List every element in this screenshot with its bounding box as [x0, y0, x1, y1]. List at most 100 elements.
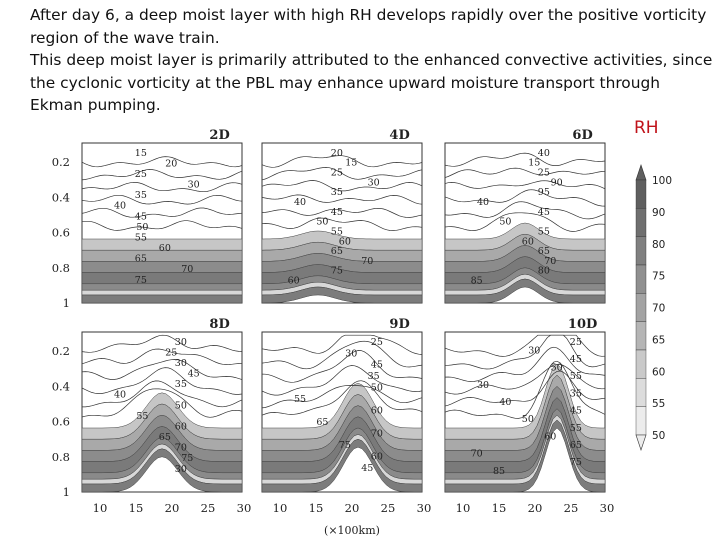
contour-label: 20	[331, 148, 343, 159]
contour-label: 90	[551, 177, 563, 188]
contour-label: 55	[570, 423, 582, 434]
contour-label: 75	[135, 275, 147, 286]
contour-label: 45	[331, 207, 343, 218]
rh-shade-band	[81, 272, 243, 285]
rh-contour-line	[444, 180, 606, 190]
colorbar-label: 50	[652, 430, 665, 442]
contour-label: 70	[544, 256, 556, 267]
y-tick-label: 0.4	[52, 379, 70, 393]
contour-label: 25	[538, 168, 550, 179]
panel-title: 6D	[572, 128, 592, 143]
slide-text: After day 6, a deep moist layer with hig…	[30, 4, 714, 117]
contour-label: 70	[181, 264, 193, 275]
contour-label: 45	[188, 369, 200, 380]
x-tick-label: 30	[600, 501, 615, 515]
rh-contour-line	[81, 388, 243, 418]
contour-label: 60	[371, 406, 383, 417]
rh-contour-line	[261, 340, 423, 370]
panel-title: 10D	[568, 317, 597, 332]
colorbar-label: 70	[652, 303, 665, 315]
x-tick-label: 15	[309, 501, 324, 515]
contour-label: 60	[159, 243, 171, 254]
contour-label: 55	[135, 233, 147, 244]
contour-label: 55	[136, 411, 148, 422]
rh-contour-line	[261, 207, 423, 218]
contour-label: 30	[175, 337, 187, 348]
contour-label: 75	[181, 453, 193, 464]
y-tick-label: 1	[63, 296, 70, 310]
x-tick-label: 25	[381, 501, 396, 515]
contour-label: 50	[499, 217, 511, 228]
contour-label: 50	[551, 363, 563, 374]
contour-label: 15	[528, 158, 540, 169]
rh-shade-band	[261, 438, 423, 493]
y-tick-label: 0.4	[52, 190, 70, 204]
colorbar-label: 80	[652, 239, 665, 251]
rh-colorbar: 100 90 80 75 70 65 60 55 50	[635, 164, 672, 451]
contour-label: 60	[288, 276, 300, 287]
contour-label: 25	[371, 337, 383, 348]
x-tick-label: 10	[456, 501, 471, 515]
panel-title: 9D	[389, 317, 409, 332]
rh-contour-line	[444, 212, 606, 232]
rh-contour-line	[81, 348, 243, 365]
y-tick-label: 0.8	[52, 450, 70, 464]
contour-label: 80	[538, 266, 550, 277]
y-tick-label: 0.2	[52, 344, 70, 358]
rh-title: RH	[634, 118, 659, 138]
contour-label: 15	[345, 158, 357, 169]
contour-label: 60	[522, 236, 534, 247]
contour-label: 65	[159, 432, 171, 443]
rh-contour-line	[261, 385, 423, 409]
contour-label: 45	[361, 463, 373, 474]
contour-label: 25	[135, 169, 147, 180]
colorbar-segment	[635, 264, 647, 294]
contour-label: 70	[361, 256, 373, 267]
rh-contour-line	[261, 350, 423, 383]
x-tick-label: 25	[564, 501, 579, 515]
colorbar-segment	[635, 378, 647, 407]
rh-contour-line	[444, 189, 606, 207]
rh-contour-line	[444, 370, 606, 407]
contour-label: 75	[331, 266, 343, 277]
contour-label: 40	[499, 397, 511, 408]
contour-label: 25	[331, 168, 343, 179]
rh-contour-line	[261, 194, 423, 205]
x-tick-label: 15	[492, 501, 507, 515]
rh-contour-line	[81, 359, 243, 380]
x-tick-label: 30	[417, 501, 432, 515]
contour-label: 40	[114, 390, 126, 401]
contour-label: 45	[135, 211, 147, 222]
contour-label: 35	[331, 187, 343, 198]
rh-contour-line	[261, 365, 423, 396]
contour-label: 85	[471, 276, 483, 287]
rh-contour-line	[261, 155, 423, 168]
contour-label: 25	[165, 347, 177, 358]
y-tick-label: 0.2	[52, 155, 70, 169]
contour-label: 15	[135, 148, 147, 159]
rh-shade-band	[81, 448, 243, 493]
y-tick-label: 0.6	[52, 226, 70, 240]
rh-contour-line	[81, 220, 243, 231]
colorbar-label: 75	[652, 271, 665, 283]
rh-contour-line	[81, 181, 243, 193]
colorbar-segment	[635, 236, 647, 266]
panel-title: 8D	[209, 317, 229, 332]
x-tick-label: 15	[129, 501, 144, 515]
contour-label: 50	[371, 383, 383, 394]
rh-shade-band	[444, 278, 606, 304]
x-tick-label: 20	[165, 501, 180, 515]
contour-label: 70	[371, 429, 383, 440]
panel-title: 2D	[209, 128, 229, 143]
rh-shade-band	[261, 286, 423, 304]
x-tick-label: 10	[273, 501, 288, 515]
colorbar-label: 100	[652, 175, 672, 187]
rh-contour-line	[444, 201, 606, 220]
contour-label: 60	[339, 236, 351, 247]
contour-label: 30	[345, 348, 357, 359]
contour-label: 55	[570, 371, 582, 382]
